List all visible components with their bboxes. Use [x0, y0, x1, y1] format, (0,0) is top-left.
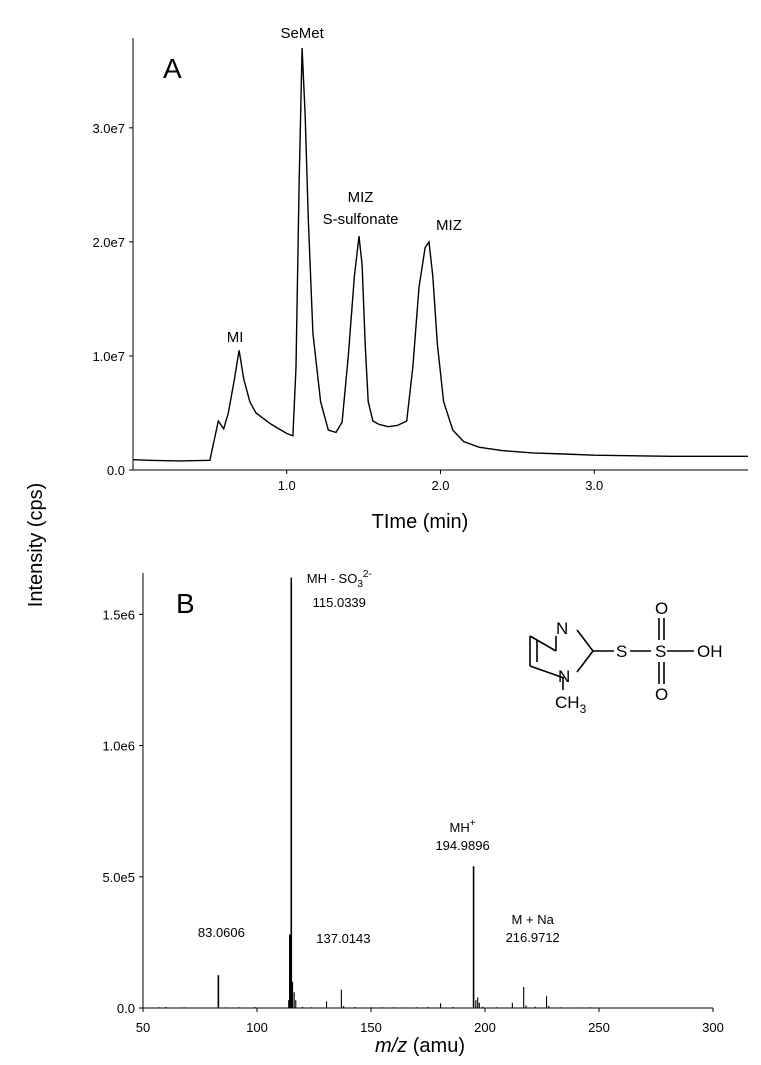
atom-s-thio: S	[616, 642, 627, 661]
mz-italic: m/z	[375, 1035, 407, 1057]
panel-a-y-tick-label: 1.0e7	[92, 349, 125, 364]
imidazole-ring	[529, 618, 694, 690]
panel-b-x-axis-label: m/z (amu)	[375, 1035, 465, 1057]
panel-b: 0.0 5.0e5 1.0e6 1.5e6 50 100 150 200 250 300 83.…	[102, 569, 723, 1057]
panel-a-x-tick-label: 2.0	[431, 478, 449, 493]
panel-a: 0.0 1.0e7 2.0e7 3.0e7 1.0 2.0 3.0 SeMet MI MIZ S…	[92, 25, 748, 533]
atom-n-bottom: N	[558, 667, 570, 686]
panel-b-y-tick-label: 0.0	[117, 1001, 135, 1016]
y-axis-label: Intensity (cps)	[25, 483, 47, 607]
panel-a-x-axis-label: TIme (min)	[372, 511, 469, 533]
panel-a-y-tick-label: 2.0e7	[92, 235, 125, 250]
panel-b-x-tick-label: 300	[702, 1020, 724, 1035]
panel-b-x-tick-label: 250	[588, 1020, 610, 1035]
panel-a-x-tick-label: 3.0	[585, 478, 603, 493]
mz-unit: (amu)	[407, 1035, 465, 1057]
panel-b-y-tick-label: 1.0e6	[102, 739, 135, 754]
panel-b-x-tick-label: 100	[246, 1020, 268, 1035]
atom-n-top: N	[556, 619, 568, 638]
peak-label: MI	[227, 329, 244, 346]
panel-b-letter: B	[176, 588, 195, 619]
peak-label: MIZ	[348, 189, 374, 206]
atom-o-top: O	[655, 599, 668, 618]
mass-label: 194.9896	[435, 838, 489, 853]
atom-s-sulfonyl: S	[655, 642, 666, 661]
mass-label: 83.0606	[198, 925, 245, 940]
panel-a-letter: A	[163, 53, 182, 84]
panel-b-x-tick-label: 150	[360, 1020, 382, 1035]
panel-a-y-tick-label: 0.0	[107, 463, 125, 478]
panel-b-y-tick-label: 5.0e5	[102, 870, 135, 885]
panel-b-x-tick-label: 50	[136, 1020, 150, 1035]
panel-b-x-tick-label: 200	[474, 1020, 496, 1035]
panel-a-x-tick-label: 1.0	[278, 478, 296, 493]
mass-label: 137.0143	[316, 931, 370, 946]
mass-label: 216.9712	[506, 930, 560, 945]
atom-ch3: CH3	[555, 693, 587, 716]
panel-b-y-tick-label: 1.5e6	[102, 607, 135, 622]
mass-label: 115.0339	[313, 595, 366, 610]
peak-label: SeMet	[280, 25, 324, 42]
mass-label: M + Na	[512, 912, 555, 927]
atom-o-bottom: O	[655, 685, 668, 704]
panel-a-y-tick-label: 3.0e7	[92, 121, 125, 136]
chemical-structure: N N S S O O OH CH3	[529, 599, 723, 716]
mass-label: MH+	[450, 818, 476, 835]
atom-oh: OH	[697, 642, 723, 661]
peak-label: S-sulfonate	[323, 211, 399, 228]
peak-label: MIZ	[436, 217, 462, 234]
chromatogram-trace	[132, 47, 748, 462]
mass-label: MH - SO32-	[307, 569, 372, 590]
